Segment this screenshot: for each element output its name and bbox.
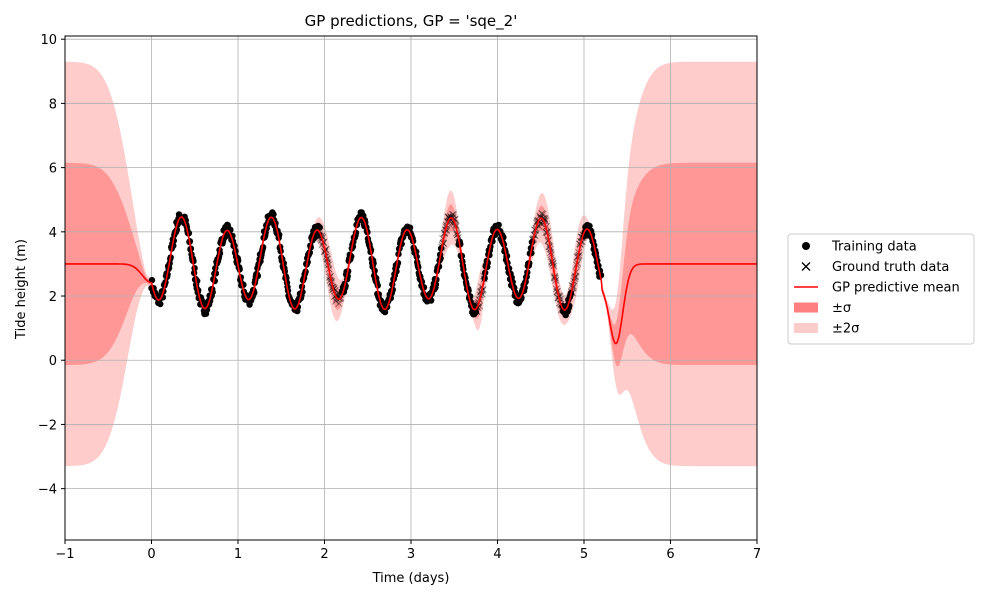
ground-truth-point [539,214,547,222]
legend-marker-dot [802,242,810,250]
legend-marker-band1 [794,302,818,313]
training-point [157,300,164,308]
y-tick-label: −4 [38,483,57,498]
x-tick-label: 6 [666,547,674,562]
ground-truth-point [550,274,558,282]
x-axis-label: Time (days) [372,571,450,586]
legend: Training data Ground truth data GP predict… [787,233,975,345]
ground-truth-point [548,258,556,266]
ground-truth-point [541,215,549,223]
x-tick-label: 4 [493,547,501,562]
ground-truth-point [449,213,457,222]
ground-truth-point [544,237,552,245]
y-tick-label: 2 [49,290,57,305]
legend-label: GP predictive mean [832,281,960,296]
band-1sigma [65,162,757,367]
y-tick-label: 6 [49,162,57,177]
y-axis-label: Tide height (m) [14,239,29,340]
ground-truth-point [553,288,561,296]
legend-label: ±2σ [832,322,859,337]
x-tick-label: 1 [234,547,242,562]
y-tick-label: 0 [49,354,57,369]
training-point [381,308,389,316]
ground-truth-point [448,210,457,219]
ground-truth-point [545,242,553,250]
y-tick-label: 8 [49,97,57,112]
legend-label: ±σ [832,301,851,316]
band-2sigma [65,61,757,467]
training-point [227,226,234,233]
y-tick-label: −2 [38,418,57,433]
x-tick-label: 3 [407,547,415,562]
x-tick-label: 2 [320,547,328,562]
ground-truth-point [575,251,583,259]
plot-area: −1 0 1 2 3 4 5 6 7 −4 −2 0 2 4 6 8 10 [38,33,761,562]
legend-label: Training data [831,240,917,255]
ground-truth-point [335,300,343,308]
chart-title: GP predictions, GP = 'sqe_2' [305,12,518,31]
gp-mean-line [65,216,757,345]
legend-label: Ground truth data [832,260,949,275]
x-tick-label: 5 [580,547,588,562]
training-point [406,224,414,231]
legend-box [787,233,975,345]
ground-truth-point [540,214,548,222]
ground-truth-point [445,214,453,222]
y-tick-label: 10 [40,33,57,48]
ground-truth-point [450,211,458,219]
uncertainty-bands [65,61,757,467]
x-tick-label: 7 [753,547,761,562]
training-point [270,211,277,218]
ground-truth-point [451,215,459,223]
ground-truth-point [538,209,546,218]
training-point [518,294,525,302]
training-point [472,309,480,316]
ground-truth-point [539,210,547,218]
y-tick-label: 4 [49,226,57,241]
x-tick-label: 0 [147,547,155,562]
legend-marker-band2 [794,323,818,333]
training-point [495,221,502,229]
ground-truth-point [316,227,324,235]
x-tick-label: −1 [55,547,74,562]
training-point [316,224,323,231]
ground-truth-point [444,213,452,221]
legend-marker-x [801,262,811,271]
